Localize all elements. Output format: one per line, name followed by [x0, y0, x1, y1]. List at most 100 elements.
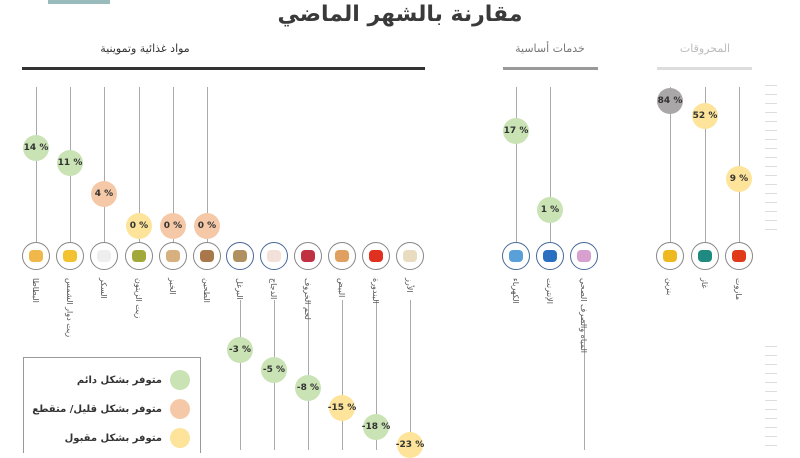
value-bubble: 4 % — [91, 181, 117, 207]
connector-line — [410, 300, 411, 450]
bulgur-icon — [226, 242, 254, 270]
scale-tick — [765, 202, 777, 203]
section-header-food: مواد غذائية وتموينية — [100, 42, 190, 55]
scale-tick — [765, 139, 777, 140]
value-bubble: -5 % — [261, 357, 287, 383]
scale-tick — [765, 409, 777, 410]
connector-line — [670, 87, 671, 256]
scale-tick — [765, 157, 777, 158]
item-label: الكهرباء — [511, 278, 520, 304]
item-label: بنزين — [665, 278, 674, 296]
legend-dot-yellow — [170, 428, 190, 448]
value-bubble: 1 % — [537, 197, 563, 223]
connector-line — [240, 300, 241, 450]
connector-line — [705, 87, 706, 256]
electricity-icon — [502, 242, 530, 270]
item-label: البيض — [337, 278, 346, 298]
potato-icon — [22, 242, 50, 270]
value-bubble: 52 % — [692, 103, 718, 129]
legend-label: متوفر بشكل قليل/ متقطع — [32, 403, 162, 415]
value-bubble: 0 % — [194, 213, 220, 239]
legend-item-intermittent: متوفر بشكل قليل/ متقطع — [32, 399, 190, 419]
value-bubble: 14 % — [23, 135, 49, 161]
gasoline-icon — [656, 242, 684, 270]
connector-line — [342, 300, 343, 450]
scale-tick — [765, 85, 777, 86]
section-underline-fuel — [657, 67, 752, 70]
section-underline-services — [503, 67, 598, 70]
scale-tick — [765, 445, 777, 446]
scale-tick — [765, 373, 777, 374]
item-label: المياه والصرف الصحي — [579, 278, 588, 354]
connector-line — [207, 87, 208, 256]
scale-tick — [765, 184, 777, 185]
flour-icon — [193, 242, 221, 270]
lamb-meat-icon — [294, 242, 322, 270]
item-label: الخبز — [168, 278, 177, 295]
legend-dot-orange — [170, 399, 190, 419]
olive-oil-icon — [125, 242, 153, 270]
item-label: البندورة — [371, 278, 380, 304]
scale-tick — [765, 364, 777, 365]
sunflower-oil-icon — [56, 242, 84, 270]
connector-line — [516, 87, 517, 256]
scale-tick — [765, 94, 777, 95]
scale-tick — [765, 346, 777, 347]
page-title: مقارنة بالشهر الماضي — [277, 2, 523, 27]
value-bubble: -8 % — [295, 375, 321, 401]
scale-tick — [765, 436, 777, 437]
scale-tick — [765, 418, 777, 419]
scale-tick — [765, 193, 777, 194]
section-header-services: خدمات أساسية — [515, 42, 585, 55]
scale-tick — [765, 121, 777, 122]
scale-tick — [765, 166, 777, 167]
sugar-icon — [90, 242, 118, 270]
scale-tick — [765, 148, 777, 149]
connector-line — [584, 320, 585, 450]
scale-tick — [765, 220, 777, 221]
diesel-icon — [725, 242, 753, 270]
item-label: مازوت — [734, 278, 743, 300]
item-label: البرغل — [235, 278, 244, 300]
value-bubble: 0 % — [126, 213, 152, 239]
connector-line — [550, 87, 551, 256]
legend-item-acceptable: متوفر بشكل مقبول — [65, 428, 190, 448]
scale-tick — [765, 355, 777, 356]
connector-line — [104, 87, 105, 256]
value-bubble: -15 % — [328, 395, 356, 421]
scale-tick — [765, 130, 777, 131]
scale-tick — [765, 400, 777, 401]
item-label: الدجاج — [269, 278, 278, 300]
connector-line — [173, 87, 174, 256]
item-label: الإنترنت — [545, 278, 554, 304]
legend: متوفر بشكل دائم متوفر بشكل قليل/ متقطع م… — [23, 357, 201, 453]
scale-tick — [765, 391, 777, 392]
value-bubble: 9 % — [726, 166, 752, 192]
item-label: زيت الزيتون — [134, 278, 143, 319]
scale-tick — [765, 427, 777, 428]
legend-label: متوفر بشكل دائم — [76, 374, 162, 386]
gas-cylinder-icon — [691, 242, 719, 270]
water-pipe-icon — [570, 242, 598, 270]
item-label: السكر — [99, 278, 108, 299]
egg-icon — [328, 242, 356, 270]
item-label: البطاطا — [31, 278, 40, 303]
value-bubble: 84 % — [657, 88, 683, 114]
legend-dot-green — [170, 370, 190, 390]
connector-line — [376, 300, 377, 450]
internet-icon — [536, 242, 564, 270]
legend-item-permanent: متوفر بشكل دائم — [77, 370, 190, 390]
value-bubble: -18 % — [362, 414, 390, 440]
scale-tick — [765, 175, 777, 176]
item-label: الأرز — [405, 278, 414, 293]
connector-line — [139, 87, 140, 256]
item-label: الطحين — [202, 278, 211, 303]
scale-tick — [765, 229, 777, 230]
logo — [48, 0, 110, 4]
value-bubble: 11 % — [57, 150, 83, 176]
section-header-fuel: المحروقات — [679, 42, 731, 55]
value-bubble: -23 % — [396, 432, 424, 458]
tomato-icon — [362, 242, 390, 270]
legend-label: متوفر بشكل مقبول — [64, 432, 162, 444]
scale-tick — [765, 382, 777, 383]
